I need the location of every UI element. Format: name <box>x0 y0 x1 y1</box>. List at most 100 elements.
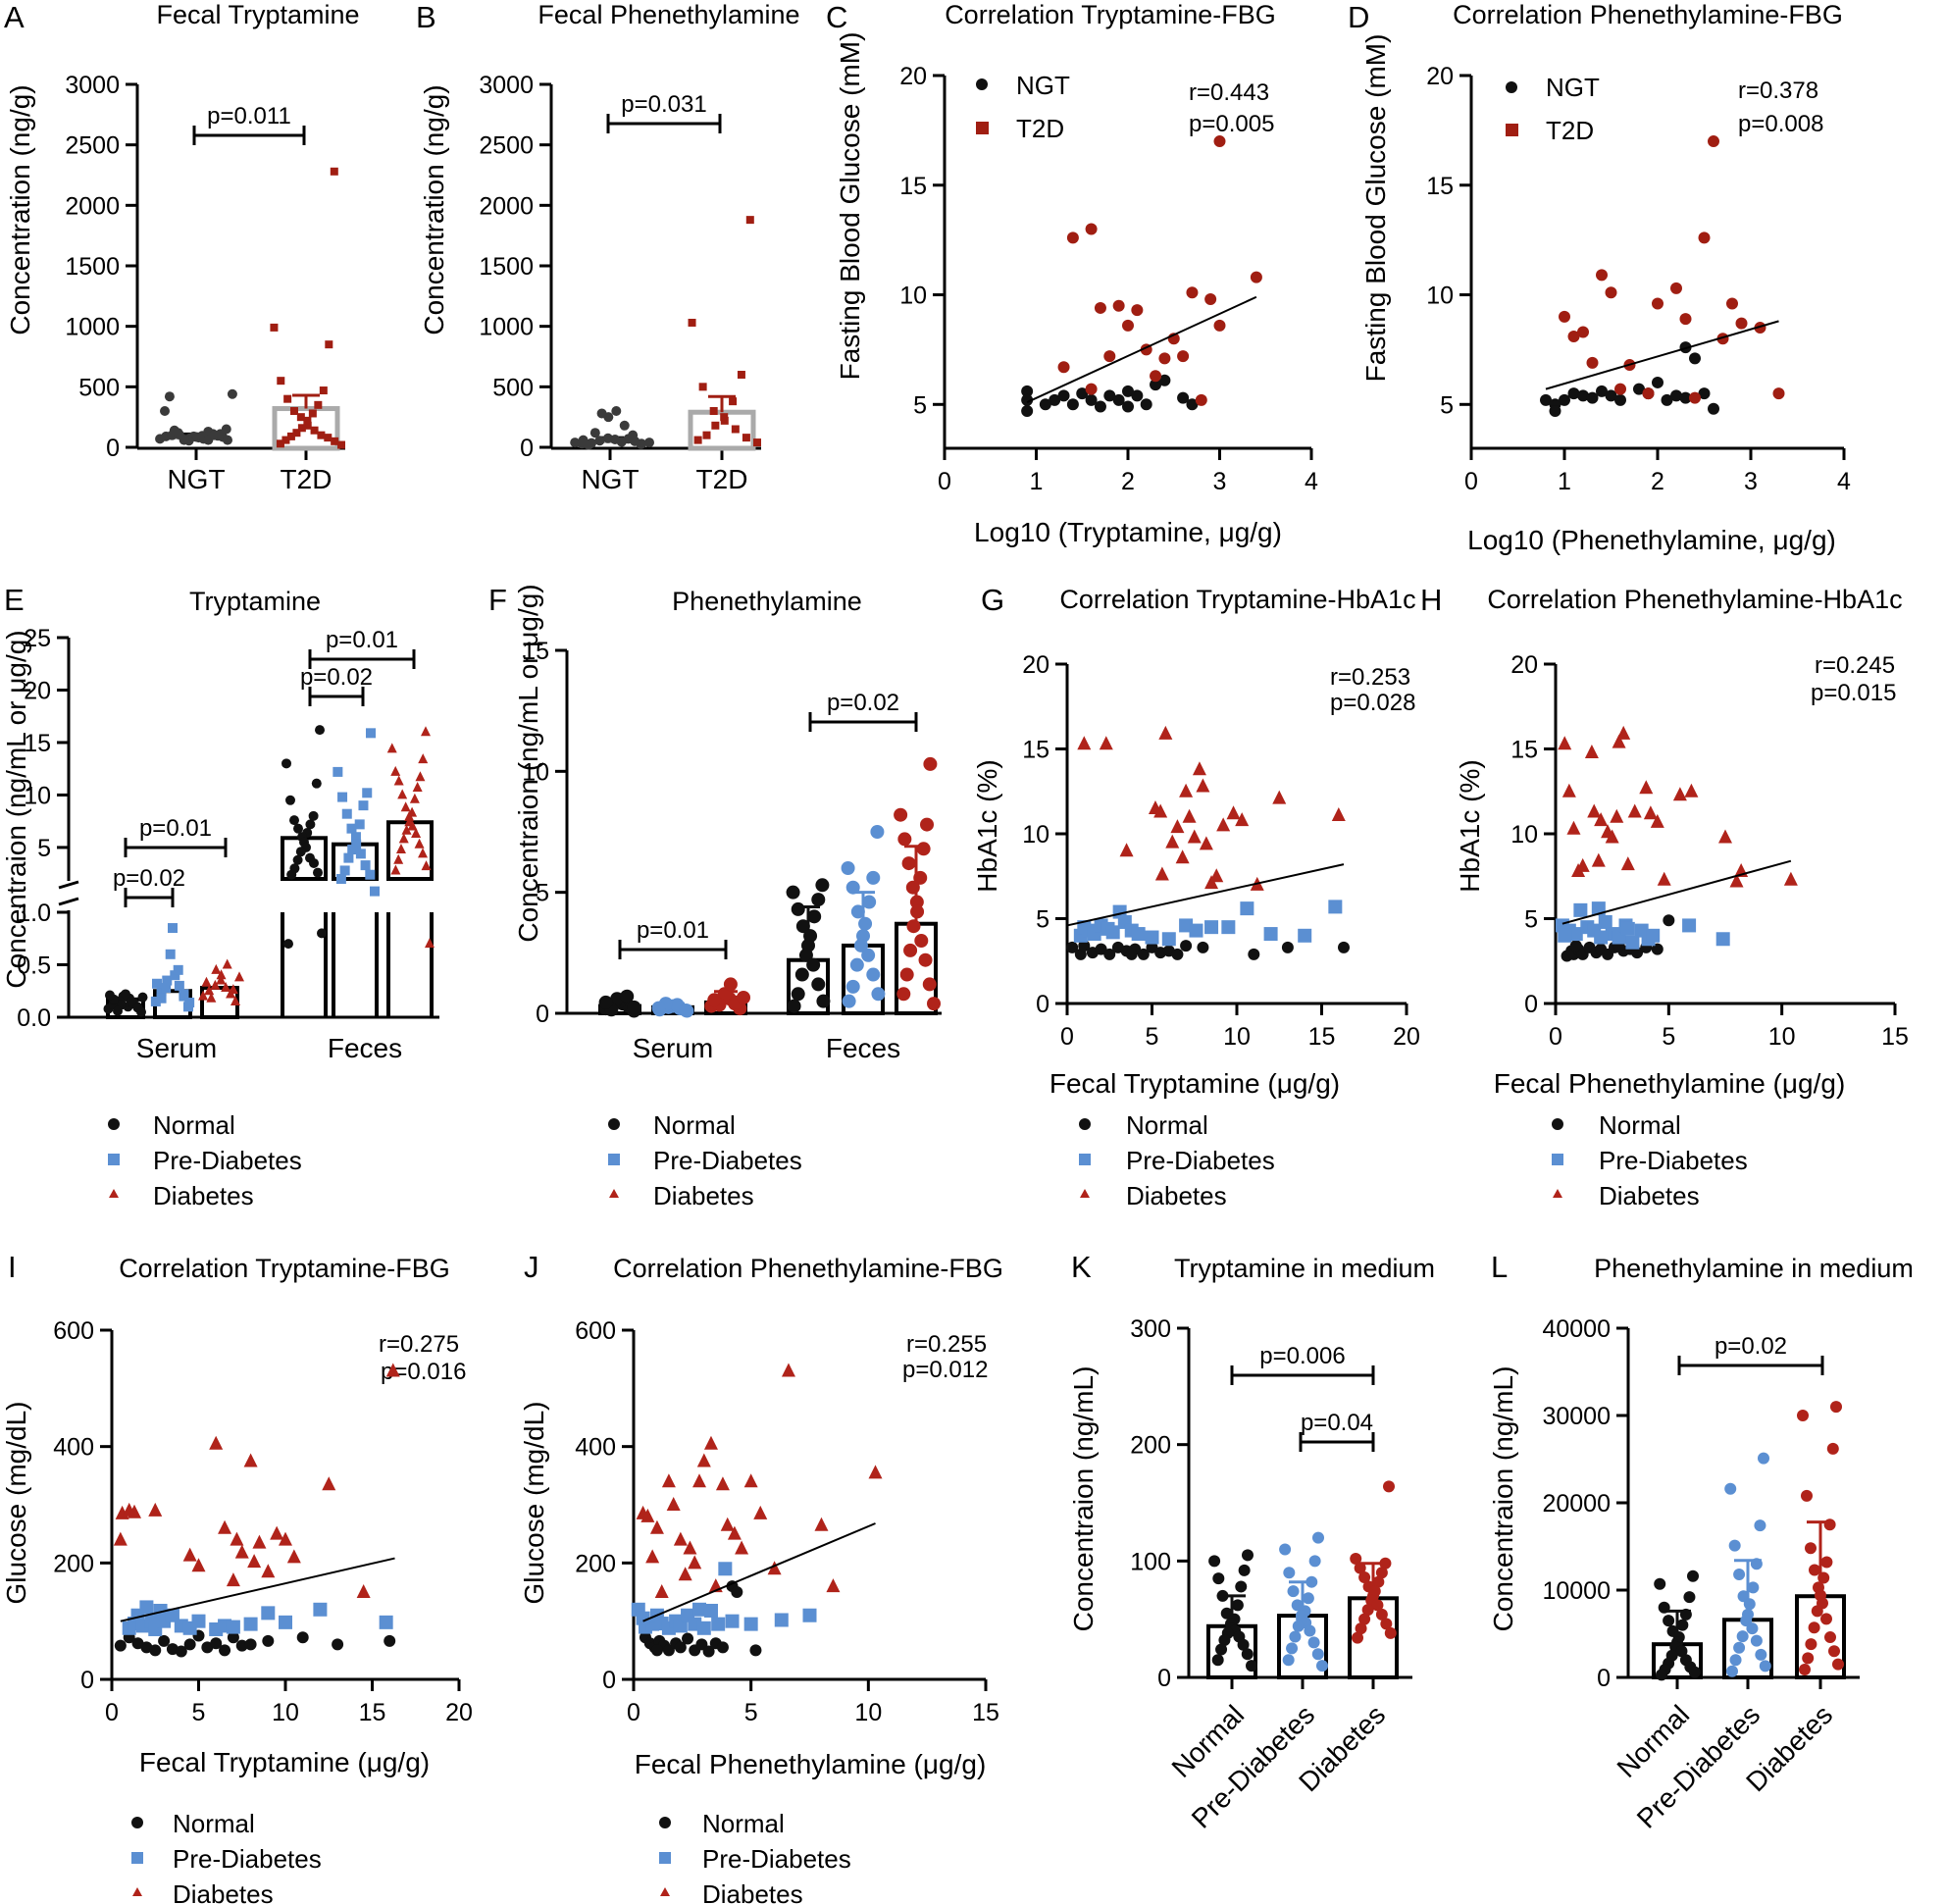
point-h-diabetes <box>1587 803 1602 818</box>
point-d-ngt <box>1633 383 1645 395</box>
point-e-feces <box>370 886 380 897</box>
point-a-t2d <box>270 323 279 332</box>
chart-title-d: Correlation Phenethylamine-FBG <box>1453 0 1843 29</box>
point-k-pre-diabetes <box>1279 1543 1292 1556</box>
significance-e-1-label: p=0.02 <box>113 865 185 892</box>
point-d-t2d <box>1772 387 1785 400</box>
y-axis-l-tick-label: 40000 <box>1542 1315 1611 1343</box>
point-f-feces <box>811 977 826 992</box>
point-c-t2d <box>1186 286 1199 299</box>
legend-marker-normal <box>1079 1118 1091 1130</box>
point-e-serum <box>105 990 115 1001</box>
point-c-ngt <box>1049 393 1061 406</box>
point-i-pre-diabetes <box>191 1614 206 1628</box>
point-c-ngt <box>1021 385 1034 397</box>
point-f-feces <box>806 957 821 972</box>
point-g-pre-diabetes <box>1131 927 1146 942</box>
point-i-diabetes <box>356 1584 371 1598</box>
point-f-feces <box>798 948 813 962</box>
point-e-feces <box>415 771 426 782</box>
y-axis-label-l: Concentraion (ng/mL) <box>1488 1366 1518 1632</box>
point-g-pre-diabetes <box>1298 928 1312 943</box>
point-e-feces <box>335 874 346 884</box>
y-axis-g-tick-label: 10 <box>1022 821 1049 849</box>
x-axis-j-tick-label: 10 <box>854 1699 882 1726</box>
x-axis-d-tick-label: 3 <box>1744 468 1758 495</box>
legend-j: Normal Pre-Diabetes Diabetes <box>659 1809 851 1904</box>
point-c-t2d <box>1057 361 1070 374</box>
point-k-diabetes <box>1355 1622 1367 1635</box>
significance-b-label: p=0.031 <box>621 91 706 118</box>
point-k-pre-diabetes <box>1289 1630 1302 1643</box>
point-k-diabetes <box>1358 1570 1371 1583</box>
point-l-normal <box>1687 1570 1699 1582</box>
point-a-t2d <box>282 436 290 444</box>
legend-label-diabetes: Diabetes <box>1126 1181 1227 1210</box>
point-g-diabetes <box>1179 783 1194 798</box>
legend-label-pre-diabetes: Pre-Diabetes <box>1126 1146 1275 1175</box>
significance-f-1-label: p=0.01 <box>637 917 709 944</box>
point-d-ngt <box>1652 376 1663 388</box>
legend-marker-pre-diabetes <box>1552 1154 1563 1165</box>
point-h-diabetes <box>1605 829 1619 844</box>
regression-line-j <box>642 1522 876 1622</box>
point-h-diabetes <box>1616 725 1631 740</box>
legend-marker-normal <box>1552 1118 1563 1130</box>
point-h-diabetes <box>1672 787 1687 801</box>
y-axis-b-tick-label: 1500 <box>479 253 534 281</box>
point-e-feces <box>393 775 404 786</box>
point-e-serum <box>234 971 244 982</box>
point-e-feces <box>350 832 361 843</box>
point-i-pre-diabetes <box>261 1606 276 1621</box>
x-axis-j-tick-label: 15 <box>972 1699 999 1726</box>
point-g-diabetes <box>1226 805 1241 820</box>
point-e-feces <box>362 788 373 798</box>
point-c-t2d <box>1085 383 1098 395</box>
legend-marker-diabetes <box>1553 1189 1562 1198</box>
chart-title-j: Correlation Phenethylamine-FBG <box>613 1254 1003 1283</box>
point-g-diabetes <box>1235 812 1250 827</box>
point-l-diabetes <box>1802 1652 1815 1665</box>
point-l-diabetes <box>1823 1518 1836 1531</box>
point-d-ngt <box>1708 402 1719 415</box>
point-k-pre-diabetes <box>1307 1636 1320 1649</box>
legend-label-pre-diabetes: Pre-Diabetes <box>1599 1146 1748 1175</box>
point-f-feces <box>927 997 941 1011</box>
legend-marker-t2d <box>1506 124 1518 136</box>
point-f-feces <box>922 977 937 992</box>
point-e-serum <box>179 989 189 1000</box>
point-e-feces <box>418 848 429 858</box>
x-axis-c-tick-label: 1 <box>1030 468 1044 495</box>
significance-e-2-label: p=0.01 <box>139 815 212 842</box>
x-tick-label-b: T2D <box>696 464 748 494</box>
point-j-diabetes <box>649 1519 664 1534</box>
point-l-pre-diabetes <box>1747 1581 1760 1594</box>
point-f-feces <box>842 994 856 1008</box>
point-k-pre-diabetes <box>1302 1592 1314 1605</box>
panel-label-b: B <box>416 0 436 34</box>
point-a-ngt <box>221 424 231 435</box>
point-f-serum <box>723 977 738 992</box>
y-axis-a-tick-label: 3000 <box>65 72 120 99</box>
point-k-normal <box>1208 1555 1221 1568</box>
y-axis-e-tick-label: 1.0 <box>17 900 51 927</box>
point-g-diabetes <box>1154 866 1169 881</box>
point-g-normal <box>1248 948 1260 960</box>
point-i-normal <box>384 1634 396 1647</box>
point-l-pre-diabetes <box>1733 1641 1746 1654</box>
point-e-feces <box>341 808 352 819</box>
point-l-normal <box>1679 1608 1692 1621</box>
point-f-feces <box>866 967 881 982</box>
point-b-t2d <box>731 425 740 434</box>
point-a-t2d <box>297 424 306 433</box>
y-axis-h-tick-label: 10 <box>1510 821 1538 849</box>
y-axis-j-tick-label: 0 <box>602 1667 616 1694</box>
point-a-t2d <box>283 394 292 403</box>
point-f-feces <box>916 842 931 856</box>
legend-marker-normal <box>659 1817 671 1828</box>
point-c-ngt <box>1131 389 1144 402</box>
point-e-feces <box>308 810 319 821</box>
point-d-t2d <box>1726 297 1738 310</box>
significance-k-2-label: p=0.04 <box>1301 1410 1373 1436</box>
x-axis-label-j: Fecal Phenethylamine (μg/g) <box>635 1749 987 1779</box>
